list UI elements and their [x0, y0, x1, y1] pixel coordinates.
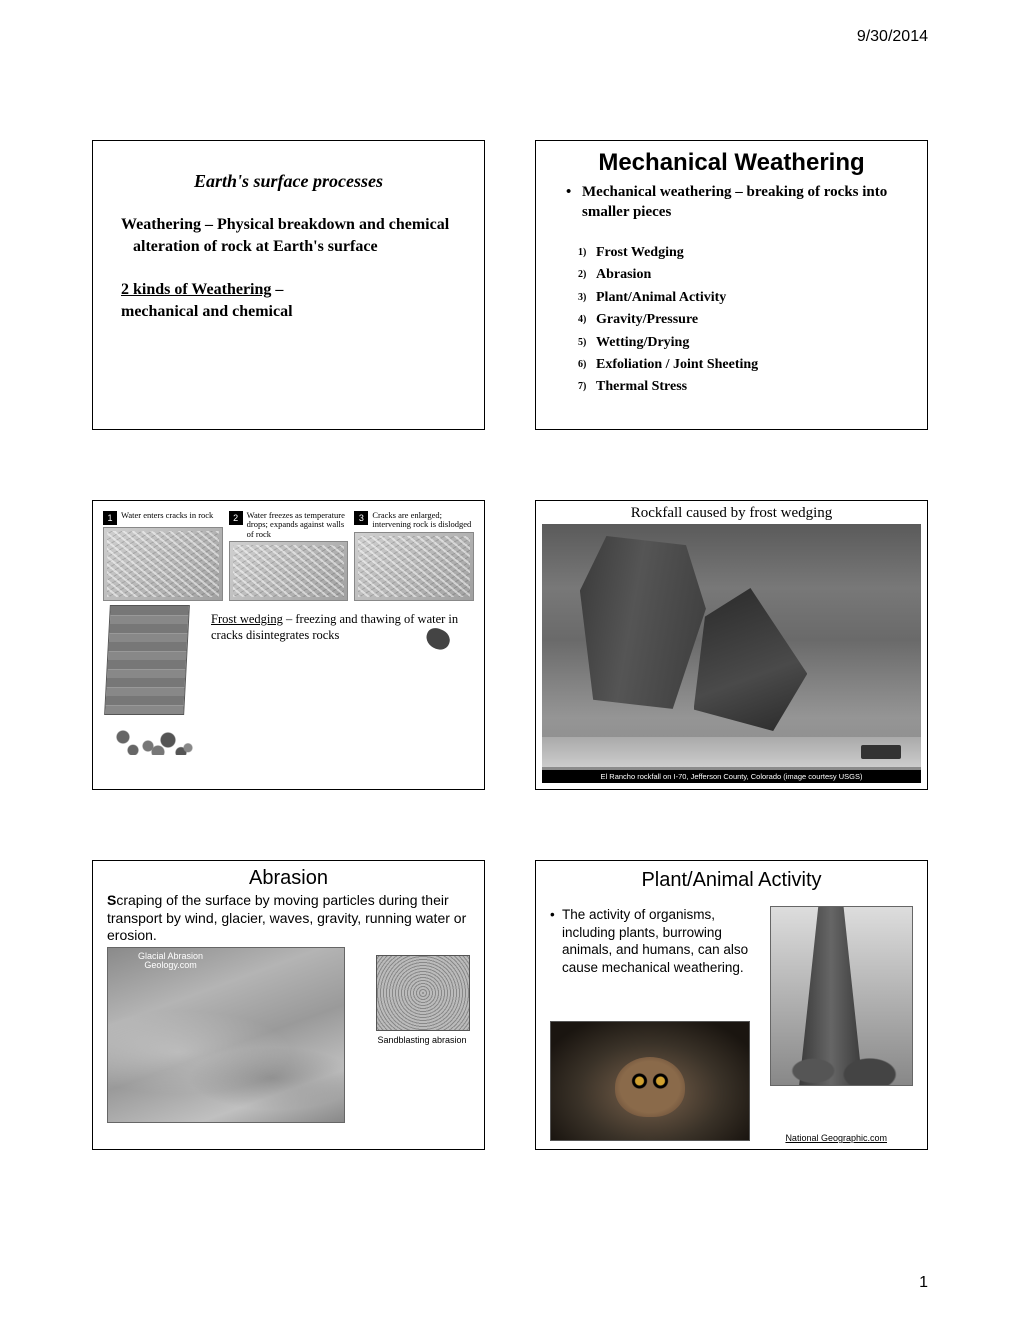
item-num: 3): [578, 290, 586, 306]
frost-step-2: 2 Water freezes as temperature drops; ex…: [229, 511, 349, 601]
desc-bold: S: [107, 892, 116, 908]
slide1-para1: Weathering – Physical breakdown and chem…: [121, 214, 456, 257]
slide6-credit: National Geographic.com: [785, 1133, 887, 1143]
rock-rubble-icon: [103, 695, 203, 755]
slide-plant-animal: Plant/Animal Activity The activity of or…: [535, 860, 928, 1150]
step-header: 2 Water freezes as temperature drops; ex…: [229, 511, 349, 539]
frost-step-3: 3 Cracks are enlarged; intervening rock …: [354, 511, 474, 601]
item-text: Wetting/Drying: [596, 335, 689, 350]
item-text: Frost Wedging: [596, 245, 684, 260]
photo-credit: El Rancho rockfall on I-70, Jefferson Co…: [542, 770, 921, 783]
rock-cliff-icon: [103, 605, 203, 755]
slide1-para2-rest: –: [271, 281, 283, 298]
rock-crack-icon: [103, 527, 223, 601]
slide1-para2: 2 kinds of Weathering –: [121, 279, 456, 301]
item-num: 6): [578, 357, 586, 373]
list-item: 3)Plant/Animal Activity: [596, 287, 907, 309]
slide5-desc: Scraping of the surface by moving partic…: [107, 892, 470, 945]
glacial-label: Glacial AbrasionGeology.com: [138, 952, 203, 972]
slide2-list: 1)Frost Wedging 2)Abrasion 3)Plant/Anima…: [556, 242, 907, 399]
rockfall-photo: El Rancho rockfall on I-70, Jefferson Co…: [542, 523, 921, 783]
slide-mechanical-weathering: Mechanical Weathering Mechanical weather…: [535, 140, 928, 430]
slide-earth-processes: Earth's surface processes Weathering – P…: [92, 140, 485, 430]
slide-rockfall-photo: Rockfall caused by frost wedging El Ranc…: [535, 500, 928, 790]
item-num: 5): [578, 335, 586, 351]
slide-abrasion: Abrasion Scraping of the surface by movi…: [92, 860, 485, 1150]
slide1-para3: mechanical and chemical: [121, 301, 456, 323]
list-item: 1)Frost Wedging: [596, 242, 907, 264]
page-date: 9/30/2014: [857, 28, 928, 46]
step-num: 1: [103, 511, 117, 525]
abrasion-images: Glacial AbrasionGeology.com Sandblasting…: [107, 947, 470, 1127]
frost-step-1: 1 Water enters cracks in rock: [103, 511, 223, 601]
item-text: Exfoliation / Joint Sheeting: [596, 357, 758, 372]
list-item: 7)Thermal Stress: [596, 376, 907, 398]
item-num: 7): [578, 379, 586, 395]
slide4-title: Rockfall caused by frost wedging: [536, 501, 927, 524]
step-header: 1 Water enters cracks in rock: [103, 511, 223, 525]
step-num: 2: [229, 511, 243, 525]
page-number: 1: [919, 1274, 928, 1292]
slide6-title: Plant/Animal Activity: [550, 869, 913, 892]
step-num: 3: [354, 511, 368, 525]
sandblast-photo: [376, 955, 470, 1031]
step-header: 3 Cracks are enlarged; intervening rock …: [354, 511, 474, 530]
slide5-title: Abrasion: [107, 867, 470, 890]
item-text: Abrasion: [596, 267, 651, 282]
desc-rest: craping of the surface by moving particl…: [107, 892, 466, 943]
slides-grid: Earth's surface processes Weathering – P…: [92, 140, 928, 1150]
step-text: Water freezes as temperature drops; expa…: [247, 511, 349, 539]
burrowing-owl-photo: [550, 1021, 750, 1141]
glacial-abrasion-photo: Glacial AbrasionGeology.com: [107, 947, 345, 1123]
sandblast-label: Sandblasting abrasion: [374, 1035, 470, 1045]
step-text: Water enters cracks in rock: [121, 511, 223, 520]
item-text: Plant/Animal Activity: [596, 290, 726, 305]
list-item: 2)Abrasion: [596, 264, 907, 286]
item-num: 1): [578, 245, 586, 261]
item-text: Gravity/Pressure: [596, 312, 698, 327]
slide1-para2-underline: 2 kinds of Weathering: [121, 281, 271, 298]
slide-frost-wedging-diagram: 1 Water enters cracks in rock 2 Water fr…: [92, 500, 485, 790]
label-line1: Glacial Abrasion: [138, 951, 203, 961]
label-line2: Geology.com: [144, 960, 196, 970]
slide2-title: Mechanical Weathering: [556, 149, 907, 177]
falling-rock-icon: [418, 611, 458, 651]
rock-freeze-icon: [229, 541, 349, 601]
item-text: Thermal Stress: [596, 379, 687, 394]
frost-steps-row: 1 Water enters cracks in rock 2 Water fr…: [103, 511, 474, 601]
caption-underline: Frost wedging: [211, 612, 283, 626]
slide1-body: Weathering – Physical breakdown and chem…: [121, 214, 456, 322]
slide1-title: Earth's surface processes: [121, 171, 456, 192]
list-item: 5)Wetting/Drying: [596, 332, 907, 354]
tree-roots-photo: [770, 906, 913, 1086]
list-item: 4)Gravity/Pressure: [596, 309, 907, 331]
step-text: Cracks are enlarged; intervening rock is…: [372, 511, 474, 530]
item-num: 4): [578, 312, 586, 328]
item-num: 2): [578, 267, 586, 283]
list-item: 6)Exfoliation / Joint Sheeting: [596, 354, 907, 376]
road-icon: [542, 737, 921, 767]
rock-dislodge-icon: [354, 532, 474, 601]
slide2-bullet: Mechanical weathering – breaking of rock…: [556, 183, 907, 222]
